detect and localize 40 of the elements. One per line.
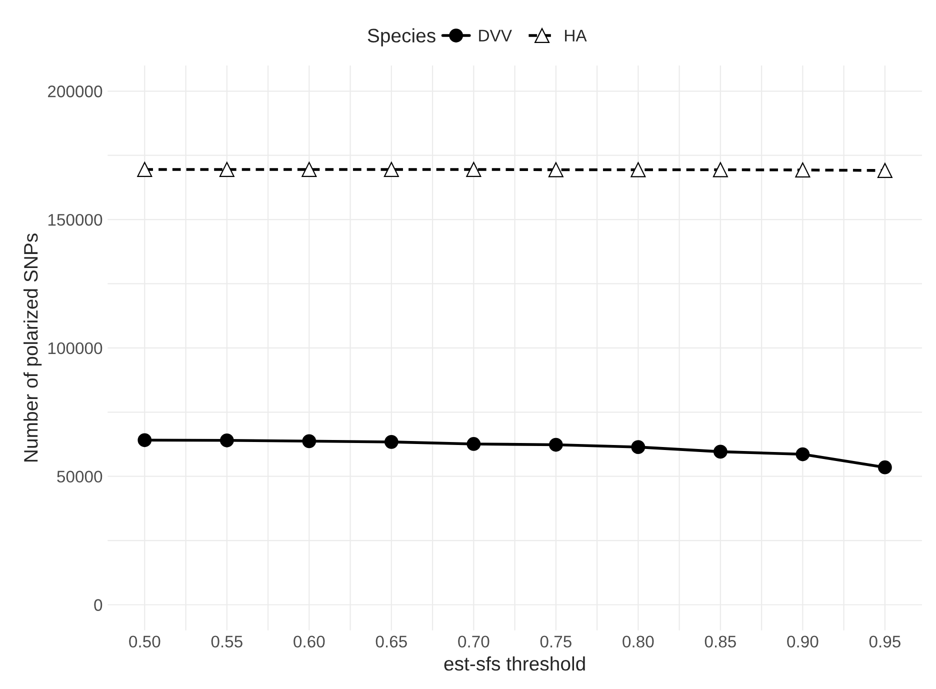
x-tick-label: 0.85	[704, 636, 736, 648]
point	[713, 444, 728, 459]
point	[466, 162, 482, 177]
point	[796, 447, 810, 462]
point	[631, 440, 646, 454]
x-tick-label: 0.65	[376, 636, 407, 648]
point	[220, 433, 234, 448]
y-tick-label: 0	[94, 599, 102, 611]
point	[137, 162, 152, 177]
point	[384, 434, 398, 449]
legend-label: HA	[565, 30, 587, 42]
point	[548, 438, 563, 452]
x-tick-label: 0.55	[211, 636, 242, 648]
y-tick-label: 100000	[48, 342, 102, 354]
x-tick-label: 0.70	[458, 636, 490, 648]
point	[138, 433, 152, 448]
point	[302, 434, 316, 448]
point	[219, 162, 234, 177]
y-axis-title: Number of polarized SNPs	[23, 234, 42, 462]
point	[795, 162, 810, 178]
point	[630, 162, 646, 178]
y-tick-label: 50000	[57, 470, 102, 483]
legend-title: Species	[368, 28, 436, 46]
x-tick-label: 0.50	[129, 636, 160, 648]
x-tick-label: 0.95	[869, 636, 900, 648]
legend-label: DVV	[479, 30, 512, 42]
point	[302, 162, 317, 177]
x-tick-label: 0.60	[294, 636, 325, 648]
point	[466, 437, 481, 451]
y-tick-label: 200000	[48, 86, 102, 98]
point	[878, 460, 892, 474]
point	[712, 162, 728, 178]
x-tick-label: 0.90	[787, 636, 818, 648]
x-tick-label: 0.80	[622, 636, 654, 648]
point	[877, 162, 892, 178]
y-tick-label: 150000	[48, 214, 102, 226]
point	[548, 162, 564, 178]
x-tick-label: 0.75	[540, 636, 572, 648]
x-axis-title: est-sfs threshold	[444, 656, 585, 671]
point	[384, 162, 399, 177]
